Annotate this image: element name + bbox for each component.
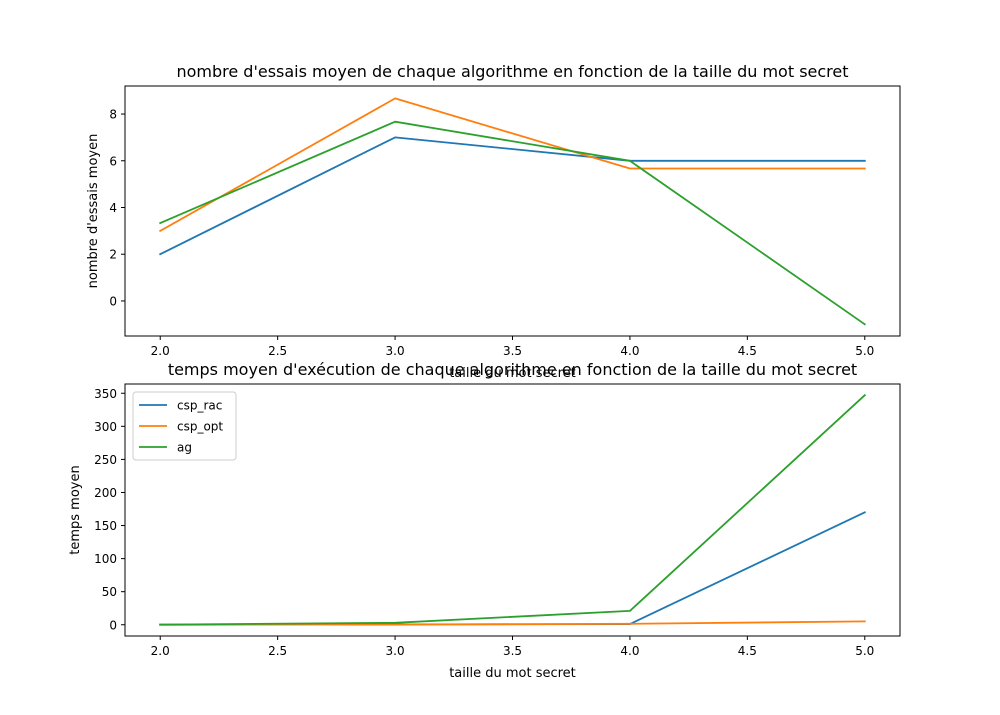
x-tick-label: 2.0 bbox=[151, 344, 170, 358]
legend-label-ag: ag bbox=[177, 441, 192, 455]
chart-essais: 2.0 2.5 3.0 3.5 4.0 4.5 5.0 0 2 4 6 8 nombre d'essai… bbox=[86, 62, 901, 381]
x-tick-label: 2.5 bbox=[268, 644, 287, 658]
y-tick-label: 150 bbox=[94, 519, 117, 533]
y-tick-label: 0 bbox=[109, 294, 117, 308]
y-tick-label: 50 bbox=[102, 585, 117, 599]
plot-frame bbox=[124, 85, 901, 337]
series-line-csp_opt bbox=[159, 620, 866, 626]
y-tick-label: 250 bbox=[94, 453, 117, 467]
x-tick-label: 3.5 bbox=[503, 644, 522, 658]
y-tick-label: 2 bbox=[109, 248, 117, 262]
x-axis-label: taille du mot secret bbox=[449, 366, 576, 381]
y-tick-label: 100 bbox=[94, 552, 117, 566]
x-tick-label: 3.0 bbox=[386, 644, 405, 658]
x-tick-label: 5.0 bbox=[855, 644, 874, 658]
y-tick-label: 8 bbox=[109, 108, 117, 122]
series-line-series-3 bbox=[159, 120, 867, 326]
y-tick-label: 0 bbox=[109, 618, 117, 632]
y-tick-label: 4 bbox=[109, 201, 117, 215]
x-tick-label: 2.5 bbox=[268, 344, 287, 358]
chart-title: temps moyen d'exécution de chaque algori… bbox=[168, 360, 857, 379]
chart-temps: 2.0 2.5 3.0 3.5 4.0 4.5 5.0 0 50 100 150 200 250 300 3… bbox=[68, 360, 901, 681]
y-axis-label: temps moyen bbox=[68, 465, 83, 554]
y-tick-label: 350 bbox=[94, 387, 117, 401]
series-line-csp_rac bbox=[159, 511, 866, 626]
x-tick-label: 4.0 bbox=[620, 644, 639, 658]
y-tick-label: 300 bbox=[94, 420, 117, 434]
y-tick-label: 200 bbox=[94, 486, 117, 500]
y-tick-label: 6 bbox=[109, 154, 117, 168]
chart-title: nombre d'essais moyen de chaque algorith… bbox=[176, 62, 848, 81]
x-tick-label: 3.5 bbox=[503, 344, 522, 358]
x-tick-label: 4.5 bbox=[738, 644, 757, 658]
x-tick-label: 2.0 bbox=[151, 644, 170, 658]
y-axis-label: nombre d'essais moyen bbox=[86, 134, 101, 289]
x-tick-label: 4.5 bbox=[738, 344, 757, 358]
series-line-series-1 bbox=[158, 136, 866, 256]
x-tick-label: 3.0 bbox=[386, 344, 405, 358]
plot-frame bbox=[124, 383, 901, 637]
legend-box bbox=[132, 391, 237, 461]
series-line-ag bbox=[159, 393, 867, 626]
x-tick-label: 4.0 bbox=[620, 344, 639, 358]
legend-label-csp_rac: csp_rac bbox=[177, 399, 222, 413]
x-axis-label: taille du mot secret bbox=[449, 666, 576, 681]
series-line-series-2 bbox=[158, 97, 866, 233]
x-tick-label: 5.0 bbox=[855, 344, 874, 358]
legend-label-csp_opt: csp_opt bbox=[177, 420, 223, 434]
